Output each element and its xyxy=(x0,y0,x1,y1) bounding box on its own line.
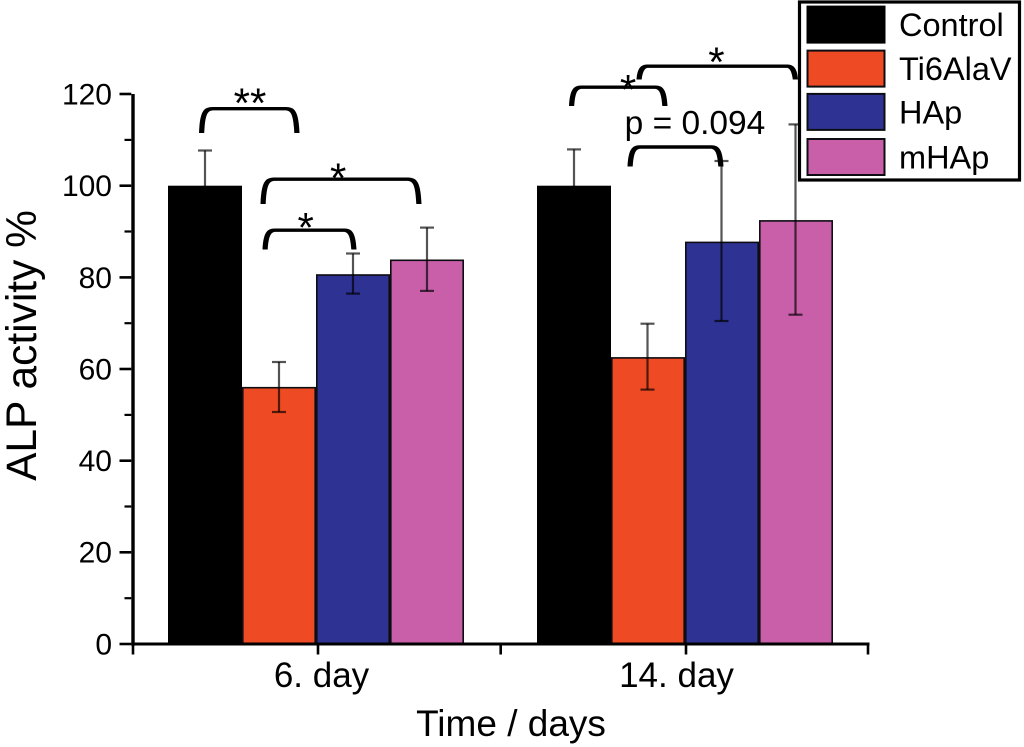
svg-text:Ti6AlaV: Ti6AlaV xyxy=(899,51,1012,87)
svg-text:mHAp: mHAp xyxy=(899,140,989,176)
svg-text:120: 120 xyxy=(62,78,112,111)
svg-text:HAp: HAp xyxy=(899,94,962,130)
svg-text:*: * xyxy=(620,66,636,113)
svg-text:40: 40 xyxy=(79,445,112,478)
svg-text:Control: Control xyxy=(899,7,1004,43)
svg-text:0: 0 xyxy=(95,628,112,661)
svg-text:60: 60 xyxy=(79,353,112,386)
svg-text:*: * xyxy=(298,204,314,251)
svg-text:ALP activity %: ALP activity % xyxy=(0,210,46,481)
svg-text:14. day: 14. day xyxy=(619,656,734,695)
svg-text:Time / days: Time / days xyxy=(416,703,606,744)
svg-text:100: 100 xyxy=(62,170,112,203)
svg-text:6. day: 6. day xyxy=(274,656,370,695)
svg-text:*: * xyxy=(330,155,346,202)
svg-text:*: * xyxy=(708,39,724,86)
svg-text:p = 0.094: p = 0.094 xyxy=(625,105,766,142)
svg-text:**: ** xyxy=(234,80,267,127)
svg-text:80: 80 xyxy=(79,262,112,295)
svg-text:20: 20 xyxy=(79,537,112,570)
